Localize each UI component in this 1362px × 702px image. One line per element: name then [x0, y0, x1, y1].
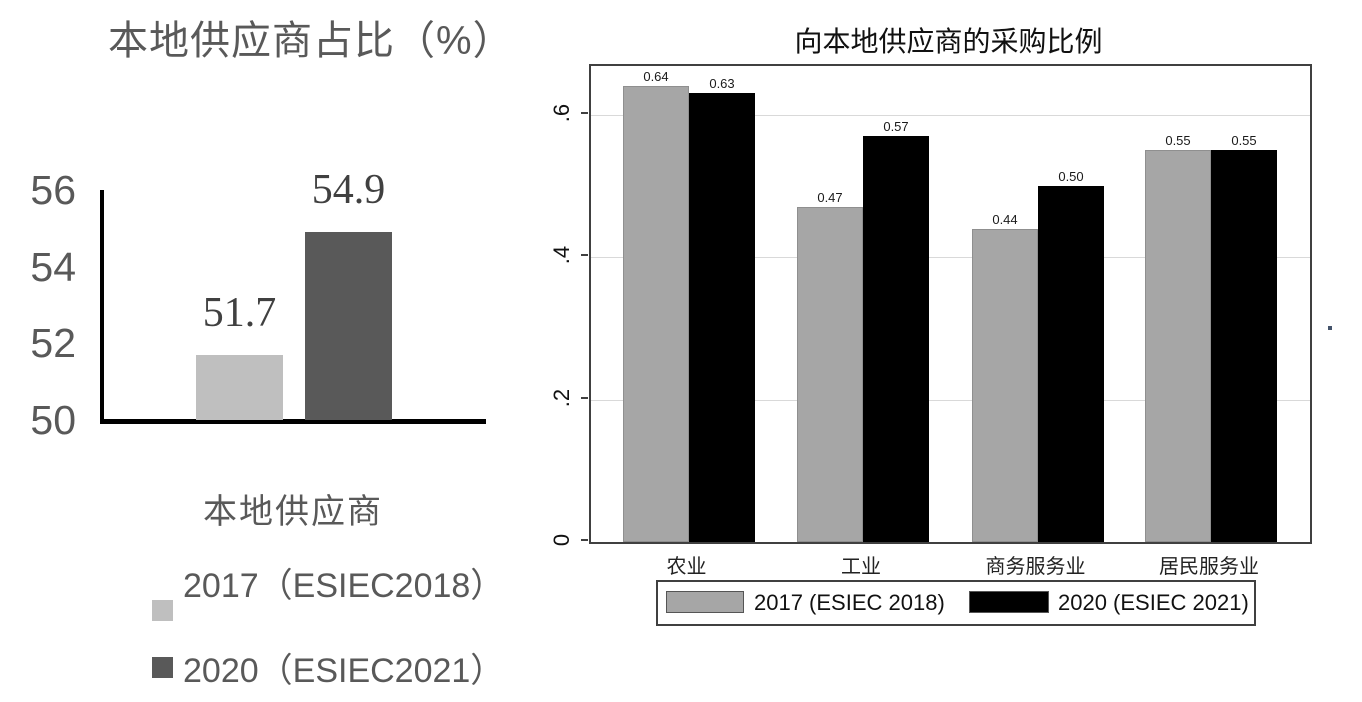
right-chart-x-tick-label: 商务服务业 [985, 556, 1086, 578]
stray-dot-artifact [1328, 326, 1332, 330]
left-chart-y-tick-label: 50 [30, 397, 76, 443]
left-chart-y-tick-label: 54 [30, 243, 76, 290]
right-chart-legend-swatch [666, 591, 744, 613]
right-chart-title: 向本地供应商的采购比例 [794, 26, 1103, 57]
right-chart-bar-value-label: 0.55 [1231, 133, 1257, 149]
right-chart-bar-2020 [1038, 186, 1104, 542]
left-chart-x-axis-line [100, 419, 486, 424]
right-chart-y-tick-mark [581, 111, 588, 114]
right-chart-gridline [591, 257, 1310, 259]
right-chart-bar-2017 [972, 228, 1038, 542]
left-chart-bar-2017 [196, 354, 283, 420]
right-chart-gridline [591, 114, 1310, 116]
right-chart-legend-swatch [969, 591, 1049, 613]
left-chart-legend-swatch [152, 600, 173, 621]
left-chart-legend-swatch [152, 657, 173, 678]
right-chart-y-tick-mark [581, 254, 588, 257]
left-chart-title: 本地供应商占比（%） [108, 19, 514, 63]
right-chart-bar-value-label: 0.63 [709, 76, 735, 92]
right-chart-bar-2017 [1145, 150, 1211, 542]
right-chart-plot-area: 0.64 0.63 0.47 0.57 0.44 0.50 0.55 0.55 [589, 64, 1312, 544]
left-chart-bar-value-label: 51.7 [202, 289, 277, 336]
right-chart-bar-2020 [689, 93, 755, 542]
left-chart-y-tick-label: 56 [30, 167, 76, 214]
left-chart-x-axis-label: 本地供应商 [203, 493, 383, 531]
right-chart-y-tick-mark [581, 396, 588, 399]
right-chart-bar-value-label: 0.57 [883, 119, 909, 135]
right-chart-bar-2017 [797, 207, 863, 542]
left-chart-legend-label: 2017（ESIEC2018） [183, 567, 505, 605]
left-chart-legend-label: 2020（ESIEC2021） [183, 652, 505, 690]
right-chart-y-tick-label: .2 [549, 388, 574, 407]
right-chart-x-tick-label: 工业 [841, 556, 881, 578]
right-chart-bar-value-label: 0.44 [992, 211, 1018, 227]
right-chart-legend: 2017 (ESIEC 2018) 2020 (ESIEC 2021) [656, 580, 1256, 626]
right-chart-legend-label: 2020 (ESIEC 2021) [1058, 590, 1249, 615]
right-chart-bar-value-label: 0.50 [1058, 169, 1084, 184]
right-chart-x-tick-label: 居民服务业 [1159, 556, 1259, 578]
left-chart-y-axis-line [100, 190, 104, 423]
right-chart-bar-value-label: 0.64 [643, 69, 669, 85]
right-chart-x-tick-label: 农业 [666, 556, 707, 578]
left-chart-bar-value-label: 54.9 [311, 167, 386, 214]
right-chart-gridline [591, 399, 1310, 401]
right-chart-bar-2020 [863, 136, 929, 542]
right-chart-y-tick-label: .4 [549, 246, 574, 265]
right-chart-bar-2020 [1211, 150, 1277, 542]
right-chart-bar-2017 [623, 86, 689, 542]
right-chart-bar-value-label: 0.47 [817, 190, 843, 206]
left-chart-y-tick-label: 52 [30, 320, 76, 367]
right-chart-y-tick-mark [581, 539, 588, 541]
right-chart-y-tick-label: 0 [549, 533, 574, 547]
right-chart-legend-label: 2017 (ESIEC 2018) [754, 590, 945, 615]
right-chart-y-tick-label: .6 [549, 103, 574, 122]
right-chart-bar-value-label: 0.55 [1165, 133, 1191, 149]
left-chart-bar-2020 [305, 232, 392, 420]
